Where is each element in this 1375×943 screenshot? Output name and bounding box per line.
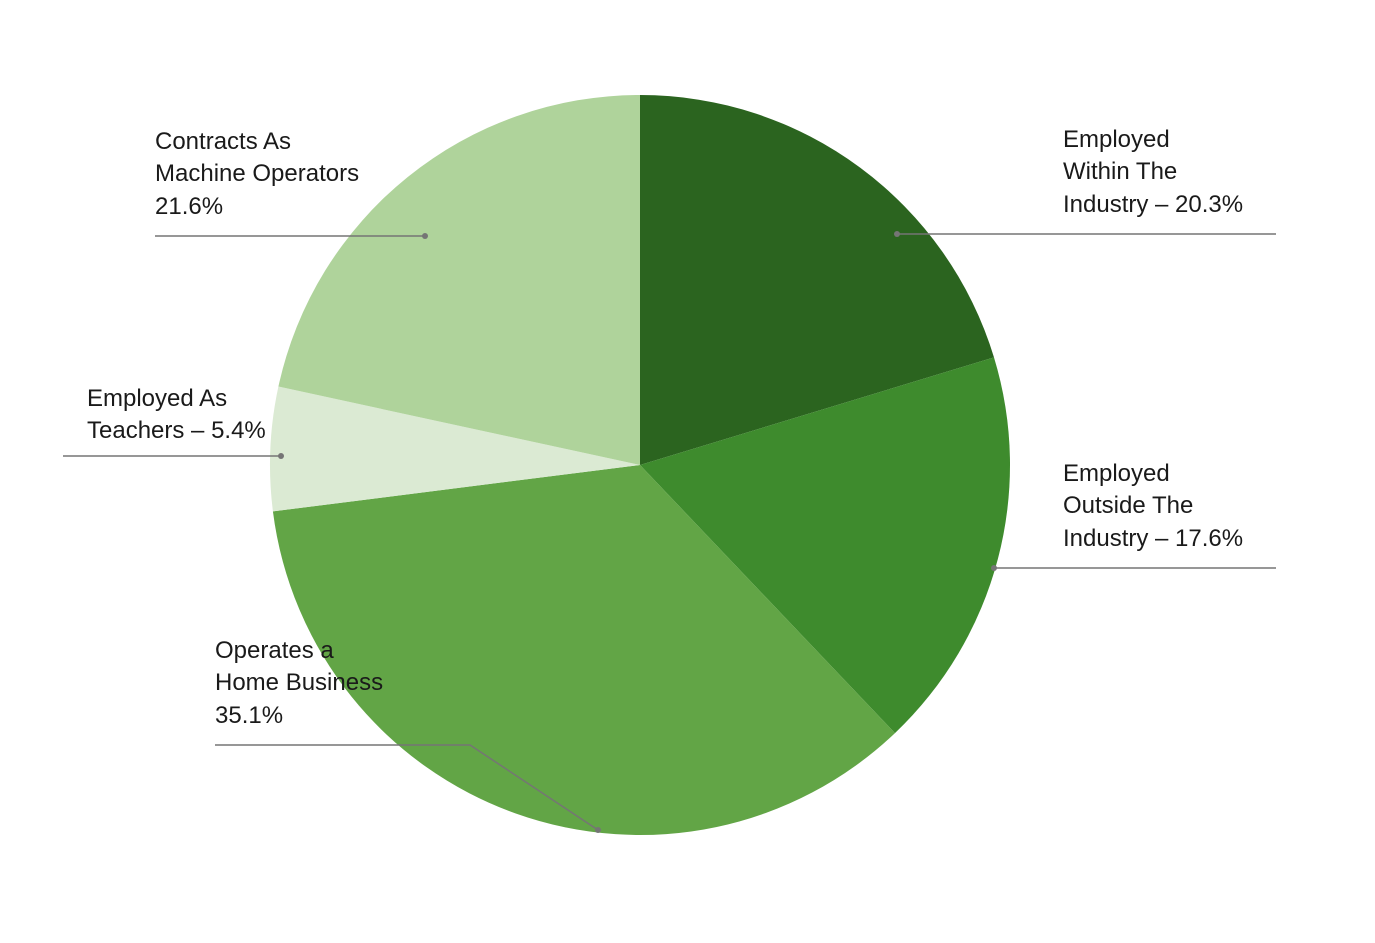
slice-label: Contracts As Machine Operators 21.6% (155, 126, 359, 223)
leader-dot (991, 565, 997, 571)
leader-dot (894, 231, 900, 237)
pie-chart: Employed Within The Industry – 20.3% Empl… (0, 0, 1375, 943)
slice-label: Employed Outside The Industry – 17.6% (1063, 458, 1243, 555)
leader-dot (278, 453, 284, 459)
slice-label: Operates a Home Business 35.1% (215, 635, 383, 732)
slice-label: Employed As Teachers – 5.4% (87, 383, 266, 448)
slice-label: Employed Within The Industry – 20.3% (1063, 124, 1243, 221)
leader-dot (422, 233, 428, 239)
leader-dot (595, 827, 601, 833)
